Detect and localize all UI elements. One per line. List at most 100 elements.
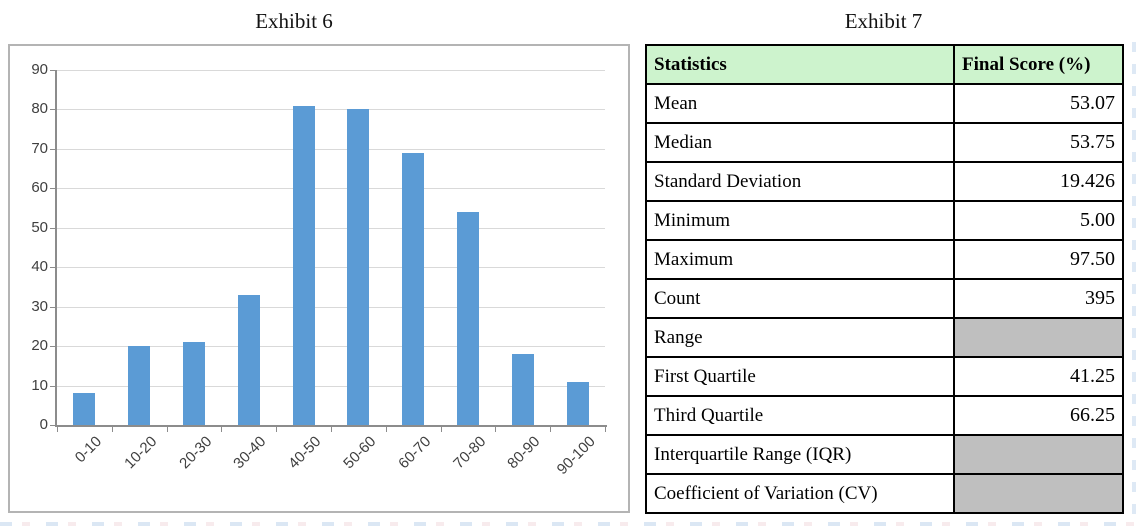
stat-label-cell: Coefficient of Variation (CV)	[645, 473, 955, 514]
bar-10-20	[128, 346, 151, 425]
table-row: Third Quartile 66.25	[645, 395, 1124, 436]
x-axis-tick	[550, 427, 552, 432]
x-axis-label: 50-60	[340, 433, 380, 473]
table-row: Coefficient of Variation (CV)	[645, 473, 1124, 514]
x-axis-label: 70-80	[449, 433, 490, 473]
stats-table: Statistics Final Score (%) Mean 53.07 Medi…	[645, 44, 1124, 514]
exhibit6-chart: 0 10 20 30 40 50 60 70 80 90 0-10 10-20 20-30 30-40 40…	[8, 44, 630, 513]
stat-label-cell: Minimum	[645, 200, 955, 241]
x-axis-tick	[166, 427, 168, 432]
y-axis-tick	[50, 425, 55, 426]
x-axis-tick	[331, 427, 332, 432]
exhibit7-title: Exhibit 7	[844, 9, 923, 33]
y-axis-label: 20	[31, 337, 48, 355]
exhibit6-title: Exhibit 6	[255, 9, 333, 33]
stat-label-cell: Third Quartile	[645, 395, 955, 436]
y-axis-label: 80	[31, 100, 48, 118]
chart-gridline	[57, 346, 605, 348]
y-axis-tick	[50, 227, 55, 229]
stat-label-cell: Standard Deviation	[645, 161, 955, 202]
bar-30-40	[237, 294, 260, 425]
y-axis-label: 10	[31, 376, 48, 394]
col-header-statistics: Statistics	[645, 44, 955, 85]
x-axis-label: 10-20	[121, 433, 161, 473]
table-row: Maximum 97.50	[645, 239, 1124, 280]
bar-40-50	[292, 105, 315, 425]
bar-0-10	[73, 393, 96, 425]
table-row: First Quartile 41.25	[645, 356, 1124, 397]
bar-90-100	[566, 381, 589, 425]
stat-label-cell: Interquartile Range (IQR)	[645, 434, 955, 475]
stat-value-cell: 395	[953, 278, 1124, 319]
table-header-row: Statistics Final Score (%)	[645, 44, 1124, 85]
y-axis-tick	[50, 109, 55, 111]
y-axis-tick	[50, 385, 55, 387]
x-axis-label: 20-30	[175, 433, 216, 473]
table-row: Count 395	[645, 278, 1124, 319]
stat-value-cell	[953, 473, 1124, 514]
table-row: Interquartile Range (IQR)	[645, 434, 1124, 475]
x-axis-label: 80-90	[504, 433, 544, 473]
stat-value-cell: 53.07	[953, 83, 1124, 124]
x-axis-label: 30-40	[230, 433, 270, 473]
chart-gridline	[57, 109, 605, 111]
y-axis-line	[55, 70, 57, 427]
table-row: Range	[645, 317, 1124, 358]
stat-value-cell: 5.00	[953, 200, 1124, 241]
y-axis-tick	[50, 188, 55, 190]
x-axis-label: 40-50	[285, 433, 325, 473]
x-axis-tick	[57, 427, 58, 432]
stat-label-cell: Maximum	[645, 239, 955, 280]
x-axis-tick	[605, 427, 606, 432]
table-row: Standard Deviation 19.426	[645, 161, 1124, 202]
bar-70-80	[457, 212, 479, 425]
stat-value-cell	[953, 434, 1124, 475]
y-axis-tick	[50, 70, 55, 71]
scan-artifact-bottom	[0, 522, 1136, 526]
stat-label-cell: First Quartile	[645, 356, 955, 397]
stat-label-cell: Median	[645, 122, 955, 163]
y-axis-label: 0	[39, 416, 48, 433]
x-axis-label: 90-100	[553, 433, 599, 479]
y-axis-tick	[50, 148, 55, 150]
x-axis-line	[55, 425, 607, 427]
stat-value-cell: 53.75	[953, 122, 1124, 163]
scan-artifact-right	[1132, 42, 1136, 520]
y-axis-label: 90	[31, 61, 48, 78]
stat-value-cell: 41.25	[953, 356, 1124, 397]
y-axis-label: 50	[31, 218, 48, 236]
chart-gridline	[57, 188, 605, 190]
stat-value-cell: 97.50	[953, 239, 1124, 280]
table-row: Minimum 5.00	[645, 200, 1124, 241]
y-axis-tick	[50, 346, 55, 348]
x-axis-tick	[385, 427, 387, 432]
y-axis-label: 40	[31, 258, 48, 276]
table-row: Median 53.75	[645, 122, 1124, 163]
bar-50-60	[347, 109, 370, 425]
bar-20-30	[183, 342, 205, 425]
chart-gridline	[57, 385, 605, 387]
x-axis-label: 0-10	[72, 433, 106, 467]
bar-80-90	[511, 354, 534, 425]
stat-value-cell: 19.426	[953, 161, 1124, 202]
chart-gridline	[57, 148, 605, 150]
x-axis-tick	[440, 427, 442, 432]
stat-label-cell: Range	[645, 317, 955, 358]
stat-label-cell: Mean	[645, 83, 955, 124]
x-axis-label: 60-70	[395, 433, 435, 473]
bar-60-70	[402, 152, 425, 425]
stat-label-cell: Count	[645, 278, 955, 319]
y-axis-label: 60	[31, 179, 48, 197]
y-axis-label: 30	[31, 297, 48, 315]
x-axis-tick	[221, 427, 223, 432]
y-axis-label: 70	[31, 139, 48, 157]
stat-value-cell: 66.25	[953, 395, 1124, 436]
x-axis-tick	[495, 427, 497, 432]
x-axis-tick	[111, 427, 113, 432]
y-axis-tick	[50, 306, 55, 308]
chart-gridline	[57, 306, 605, 308]
stat-value-cell	[953, 317, 1124, 358]
chart-gridline	[57, 267, 605, 269]
table-row: Mean 53.07	[645, 83, 1124, 124]
y-axis-tick	[50, 267, 55, 269]
